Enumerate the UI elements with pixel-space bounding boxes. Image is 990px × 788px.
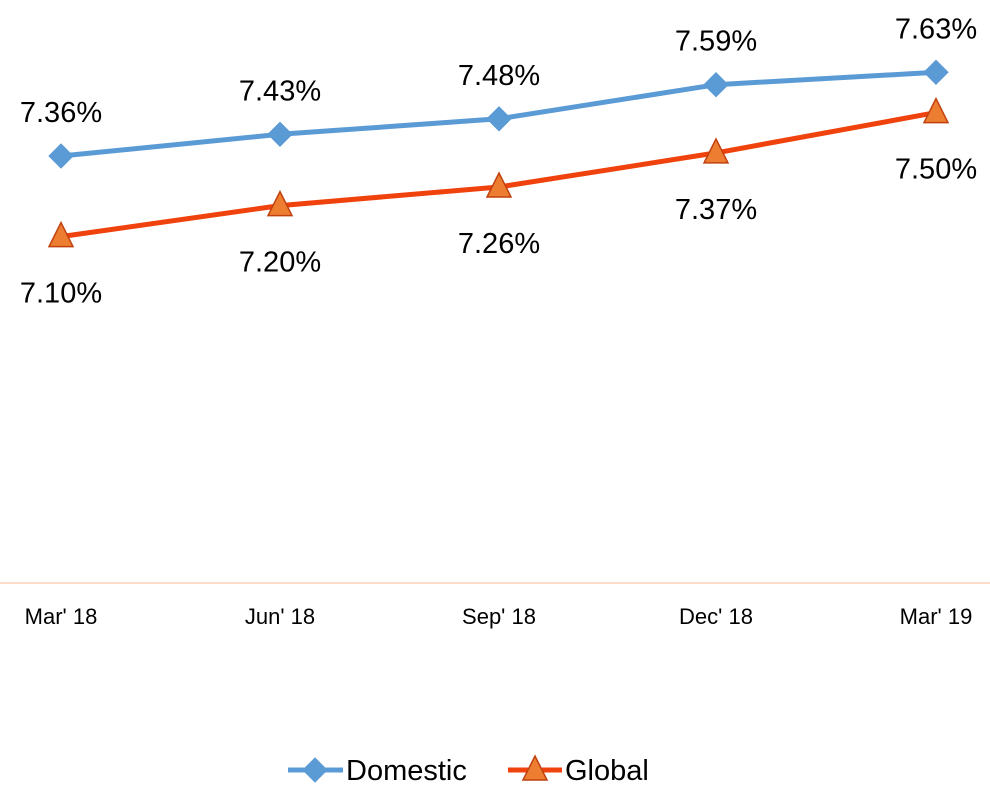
x-tick-labels: Mar' 18 Jun' 18 Sep' 18 Dec' 18 Mar' 19 [25, 604, 973, 629]
legend-item-global: Global [508, 754, 649, 787]
series-domestic: 7.36% 7.43% 7.48% 7.59% 7.63% [20, 13, 977, 169]
legend-label-domestic: Domestic [346, 755, 467, 787]
x-tick-label: Mar' 19 [900, 604, 973, 629]
domestic-data-label: 7.63% [895, 13, 977, 45]
global-point [485, 171, 513, 198]
domestic-point [486, 106, 512, 132]
legend-item-domestic: Domestic [288, 755, 467, 787]
x-tick-label: Dec' 18 [679, 604, 753, 629]
legend-marker-global [521, 754, 549, 781]
global-data-label: 7.20% [239, 247, 321, 279]
domestic-point [267, 121, 293, 148]
domestic-data-label: 7.43% [239, 75, 321, 107]
series-layer: 7.36% 7.43% 7.48% 7.59% 7.63% 7.10% 7.20% 7.26%… [20, 13, 977, 309]
series-global: 7.10% 7.20% 7.26% 7.37% 7.50% [20, 96, 977, 310]
domestic-point [923, 59, 949, 86]
legend-label-global: Global [565, 755, 649, 787]
domestic-point [48, 143, 74, 169]
domestic-data-label: 7.48% [458, 60, 540, 92]
global-point [702, 137, 730, 164]
domestic-point [703, 71, 729, 98]
x-tick-label: Jun' 18 [245, 604, 315, 629]
legend-marker-domestic [302, 757, 328, 783]
domestic-data-label: 7.36% [20, 97, 102, 129]
x-tick-label: Mar' 18 [25, 604, 98, 629]
global-data-label: 7.50% [895, 154, 977, 186]
global-data-label: 7.26% [458, 228, 540, 260]
x-tick-label: Sep' 18 [462, 604, 536, 629]
global-point [922, 96, 950, 124]
global-point [47, 220, 75, 248]
legend: Domestic Global [288, 754, 649, 787]
global-point [266, 189, 294, 217]
global-data-label: 7.37% [675, 194, 757, 226]
global-data-label: 7.10% [20, 278, 102, 310]
domestic-data-label: 7.59% [675, 26, 757, 58]
